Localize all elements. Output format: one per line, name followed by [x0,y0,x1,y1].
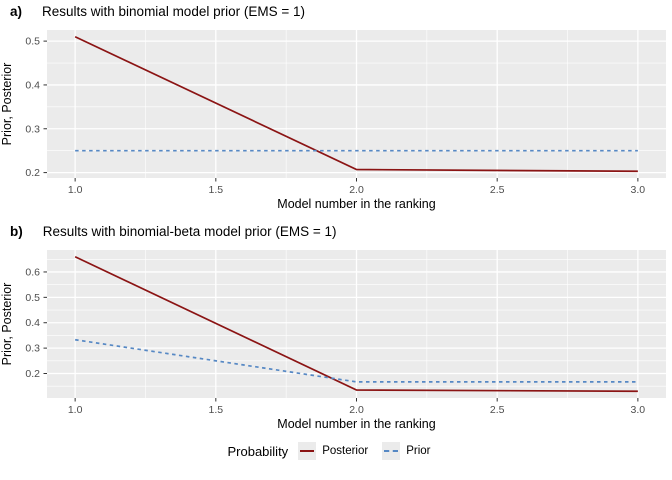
legend-key-prior-icon [382,442,401,460]
panel-a-title: Results with binomial model prior (EMS =… [42,4,305,19]
y-tick-label: 0.3 [25,123,40,135]
posterior-line [74,255,638,393]
x-axis-title: Model number in the ranking [277,197,435,211]
x-tick-label: 2.5 [490,184,505,196]
legend-title: Probability [227,443,289,459]
y-axis-title: Prior, Posterior [0,283,14,366]
panel-b-header: b) Results with binomial-beta model prio… [10,224,337,239]
y-tick-label: 0.2 [25,167,40,179]
x-tick-label: 2.0 [349,404,364,416]
y-tick-label: 0.4 [25,79,40,91]
x-tick-label: 2.0 [349,184,364,196]
panel-b-title: Results with binomial-beta model prior (… [42,224,337,239]
y-tick-label: 0.2 [25,368,40,380]
legend-label-posterior: Posterior [322,445,369,457]
y-tick-label: 0.5 [25,292,40,304]
panel-b-chart: 0.2 0.3 0.4 0.5 0.6 1.0 1.5 2.0 2.5 3.0 Model numb… [0,250,666,431]
legend-label-prior: Prior [406,445,431,457]
legend-key-posterior-icon [298,442,317,460]
panel-a-chart: 0.2 0.3 0.4 0.5 1.0 1.5 2.0 2.5 3.0 Model number … [0,30,666,211]
x-tick-label: 3.0 [631,404,646,416]
y-tick-label: 0.4 [25,317,40,329]
x-tick-label: 1.0 [68,404,83,416]
x-tick-label: 1.5 [209,404,224,416]
y-tick-label: 0.3 [25,343,40,355]
x-tick-label: 1.0 [68,184,83,196]
y-tick-label: 0.6 [25,266,40,278]
posterior-line [74,35,638,173]
x-axis-title: Model number in the ranking [277,417,435,431]
x-tick-label: 2.5 [490,404,505,416]
y-axis-title: Prior, Posterior [0,63,14,146]
panel-b-label: b) [10,224,23,239]
legend: Probability Posterior Prior [0,442,672,460]
prior-line [75,338,638,383]
x-tick-label: 3.0 [631,184,646,196]
legend-item-posterior: Posterior [298,442,368,460]
panel-a-label: a) [10,4,23,19]
panel-a-header: a) Results with binomial model prior (EM… [10,4,305,19]
x-tick-label: 1.5 [209,184,224,196]
legend-item-prior: Prior [382,442,431,460]
y-tick-label: 0.5 [25,36,40,48]
